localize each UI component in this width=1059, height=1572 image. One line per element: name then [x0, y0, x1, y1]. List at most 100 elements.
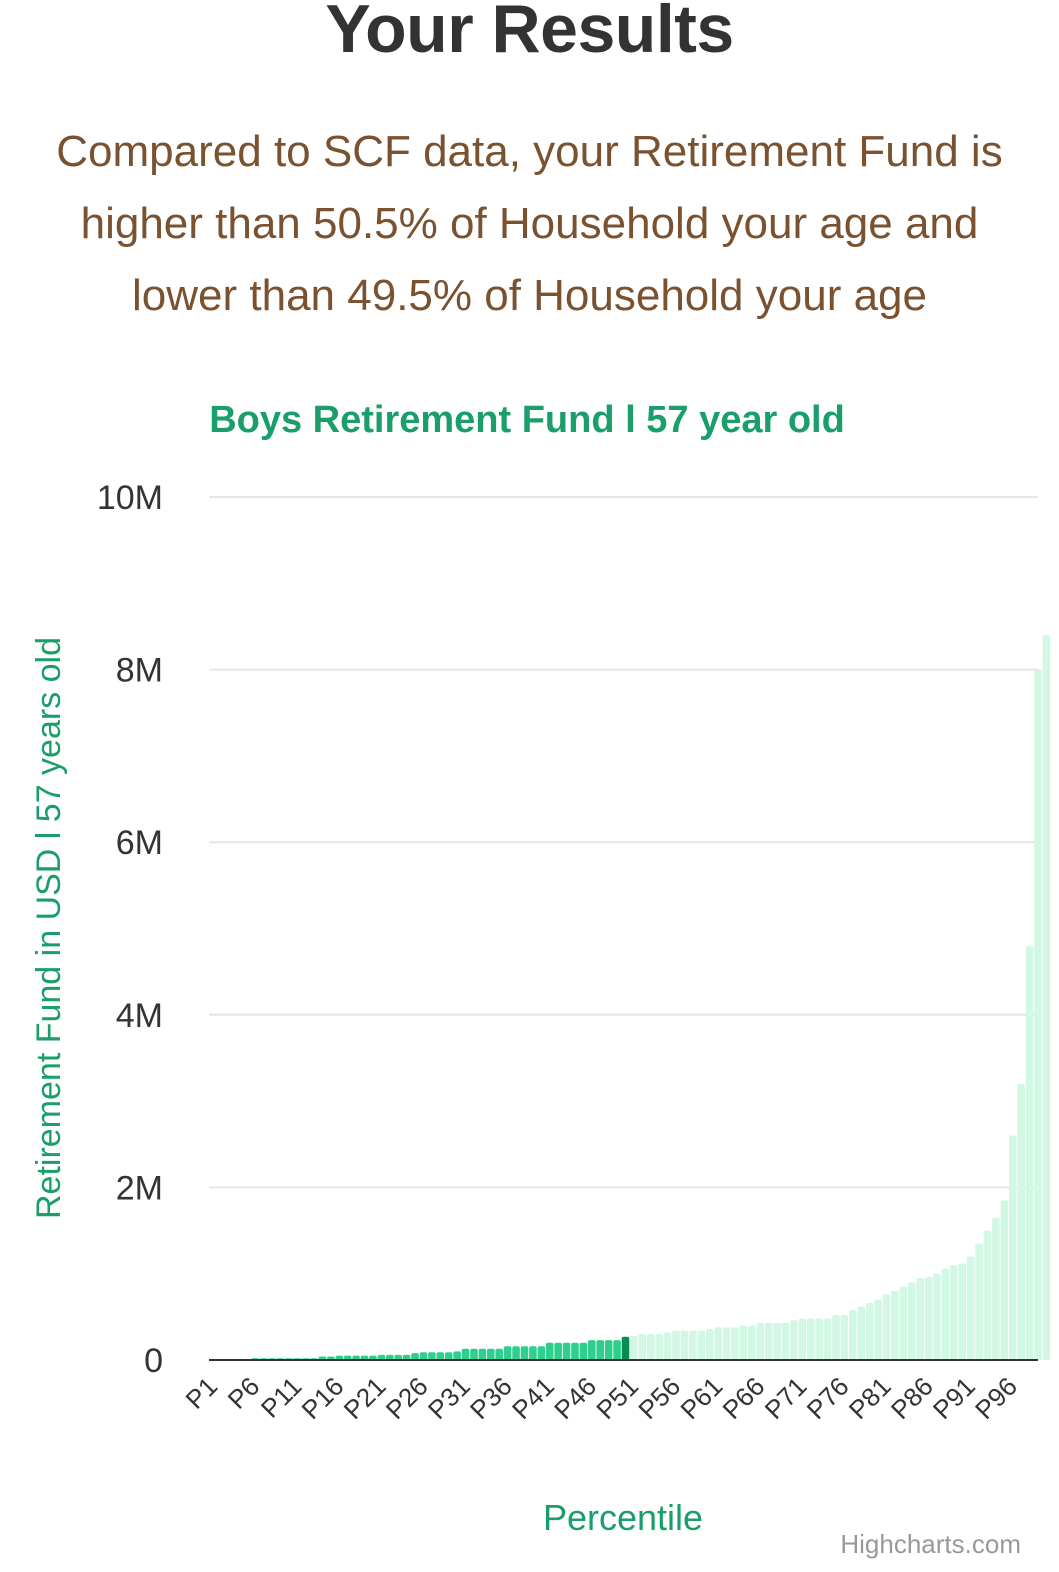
- chart-title: Boys Retirement Fund l 57 year old: [209, 399, 845, 441]
- bar[interactable]: [436, 1352, 445, 1360]
- bar[interactable]: [958, 1263, 967, 1360]
- bar[interactable]: [764, 1322, 773, 1360]
- bar[interactable]: [722, 1327, 731, 1360]
- bar[interactable]: [377, 1354, 386, 1360]
- bar[interactable]: [503, 1346, 512, 1360]
- bar[interactable]: [1025, 945, 1034, 1360]
- x-tick-label: P76: [801, 1371, 855, 1425]
- bar[interactable]: [823, 1318, 832, 1360]
- bar[interactable]: [705, 1328, 714, 1360]
- x-tick-label: P21: [338, 1371, 392, 1425]
- x-tick-label: P6: [222, 1371, 266, 1415]
- bar[interactable]: [933, 1273, 941, 1360]
- bar[interactable]: [907, 1282, 916, 1360]
- bar[interactable]: [899, 1286, 908, 1360]
- bar[interactable]: [992, 1217, 1000, 1360]
- bar[interactable]: [806, 1318, 815, 1360]
- x-tick-label: P71: [759, 1371, 813, 1425]
- x-tick-label: P41: [506, 1371, 560, 1425]
- bar[interactable]: [453, 1351, 461, 1360]
- bar[interactable]: [444, 1352, 453, 1360]
- bar[interactable]: [975, 1243, 983, 1360]
- x-tick-label: P96: [969, 1371, 1023, 1425]
- bar[interactable]: [714, 1327, 722, 1360]
- bar[interactable]: [655, 1334, 663, 1360]
- bar[interactable]: [983, 1230, 992, 1360]
- bar[interactable]: [680, 1330, 689, 1360]
- bar[interactable]: [781, 1322, 790, 1360]
- bar[interactable]: [865, 1303, 874, 1360]
- bar[interactable]: [478, 1348, 487, 1360]
- bar[interactable]: [798, 1318, 807, 1360]
- bar[interactable]: [529, 1346, 537, 1360]
- bar[interactable]: [916, 1278, 924, 1360]
- bar[interactable]: [849, 1309, 857, 1360]
- bar[interactable]: [470, 1348, 478, 1360]
- bar[interactable]: [672, 1330, 680, 1360]
- bar[interactable]: [562, 1342, 571, 1360]
- bar[interactable]: [411, 1353, 419, 1360]
- bar[interactable]: [1042, 635, 1051, 1360]
- bar[interactable]: [697, 1330, 706, 1360]
- highcharts-credit-link[interactable]: Highcharts.com: [840, 1529, 1021, 1559]
- bar[interactable]: [739, 1325, 748, 1360]
- bar[interactable]: [369, 1355, 377, 1360]
- bar[interactable]: [790, 1320, 798, 1360]
- bar[interactable]: [1000, 1200, 1009, 1360]
- bar[interactable]: [689, 1330, 697, 1360]
- bar[interactable]: [428, 1352, 436, 1360]
- bar[interactable]: [394, 1354, 402, 1360]
- bar[interactable]: [924, 1277, 933, 1360]
- bar[interactable]: [941, 1268, 950, 1360]
- bar[interactable]: [512, 1346, 520, 1360]
- result-summary: Compared to SCF data, your Retirement Fu…: [0, 116, 1059, 332]
- bar[interactable]: [832, 1315, 840, 1360]
- bar[interactable]: [487, 1348, 495, 1360]
- x-tick-label: P1: [180, 1371, 224, 1415]
- bar[interactable]: [950, 1265, 958, 1360]
- bar[interactable]: [874, 1299, 882, 1360]
- bar[interactable]: [613, 1340, 621, 1360]
- bar[interactable]: [630, 1335, 638, 1360]
- bar[interactable]: [756, 1322, 764, 1360]
- bar[interactable]: [343, 1355, 352, 1360]
- bar[interactable]: [579, 1342, 588, 1360]
- bar[interactable]: [571, 1342, 579, 1360]
- bar[interactable]: [495, 1348, 504, 1360]
- bar[interactable]: [1034, 669, 1042, 1360]
- bar[interactable]: [588, 1340, 596, 1360]
- bar[interactable]: [537, 1346, 546, 1360]
- bar[interactable]: [773, 1322, 781, 1360]
- bar[interactable]: [857, 1306, 866, 1360]
- bar[interactable]: [352, 1355, 360, 1360]
- bar[interactable]: [545, 1342, 554, 1360]
- result-line: Compared to SCF data, your Retirement Fu…: [56, 127, 1003, 176]
- bar[interactable]: [335, 1355, 344, 1360]
- bar[interactable]: [402, 1354, 411, 1360]
- bar[interactable]: [604, 1340, 613, 1360]
- bar[interactable]: [461, 1348, 470, 1360]
- bar[interactable]: [1017, 1083, 1025, 1360]
- bar[interactable]: [554, 1342, 562, 1360]
- bar[interactable]: [663, 1332, 672, 1360]
- x-tick-label: P86: [885, 1371, 939, 1425]
- bar-user-percentile[interactable]: [621, 1336, 630, 1360]
- bar[interactable]: [891, 1290, 899, 1360]
- bar[interactable]: [419, 1352, 428, 1360]
- bar[interactable]: [747, 1325, 756, 1360]
- bar[interactable]: [882, 1294, 891, 1360]
- bar[interactable]: [815, 1318, 823, 1360]
- bar[interactable]: [1008, 1135, 1017, 1360]
- bar[interactable]: [966, 1256, 975, 1360]
- x-axis-ticks: P1P6P11P16P21P26P31P36P41P46P51P56P61P66…: [180, 1371, 1023, 1425]
- bar[interactable]: [360, 1355, 369, 1360]
- x-axis-label: Percentile: [543, 1497, 703, 1538]
- bar[interactable]: [840, 1315, 849, 1360]
- bar[interactable]: [596, 1340, 605, 1360]
- bar[interactable]: [638, 1334, 647, 1360]
- bar[interactable]: [646, 1334, 655, 1360]
- bar[interactable]: [520, 1346, 529, 1360]
- bar[interactable]: [731, 1327, 739, 1360]
- page-title: Your Results: [325, 0, 734, 67]
- bar[interactable]: [386, 1354, 394, 1360]
